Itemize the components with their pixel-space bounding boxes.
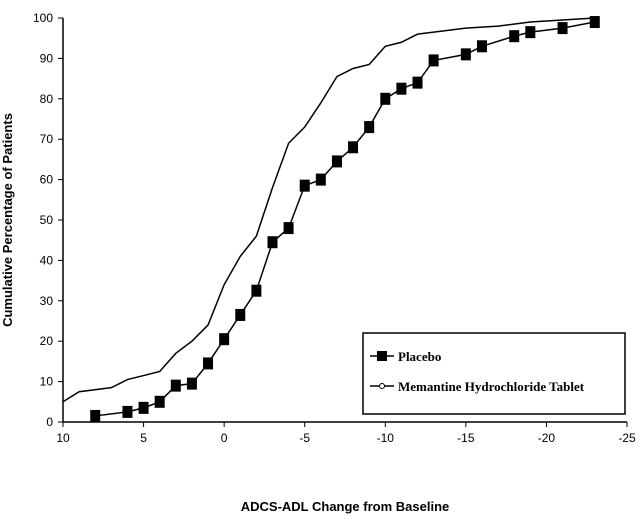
placebo-data-point: [284, 222, 294, 234]
y-axis-label: Cumulative Percentage of Patients: [0, 113, 15, 327]
placebo-data-point: [187, 378, 197, 390]
placebo-data-point: [122, 406, 132, 418]
y-tick-label: 10: [40, 375, 54, 389]
placebo-data-point: [155, 396, 165, 408]
placebo-data-point: [364, 121, 374, 133]
legend-placebo-label: Placebo: [398, 349, 441, 364]
placebo-data-point: [251, 285, 261, 297]
y-tick-label: 0: [46, 415, 53, 429]
placebo-data-point: [300, 180, 310, 192]
y-tick-label: 60: [40, 173, 54, 187]
x-tick-label: -20: [538, 431, 556, 445]
y-tick-label: 80: [40, 92, 54, 106]
placebo-data-point: [139, 402, 149, 414]
x-tick-label: -25: [618, 431, 636, 445]
y-tick-label: 20: [40, 334, 54, 348]
y-tick-label: 50: [40, 213, 54, 227]
y-tick-label: 70: [40, 132, 54, 146]
placebo-data-point: [235, 309, 245, 321]
x-tick-label: 10: [56, 431, 70, 445]
placebo-data-point: [380, 93, 390, 105]
legend: Placebo Memantine Hydrochloride Tablet: [363, 333, 625, 414]
y-tick-label: 90: [40, 51, 54, 65]
x-tick-label: 0: [221, 431, 228, 445]
x-axis-label: ADCS-ADL Change from Baseline: [241, 499, 450, 514]
x-tick-label: -10: [377, 431, 395, 445]
legend-placebo-marker: [377, 351, 387, 361]
placebo-data-point: [396, 83, 406, 95]
placebo-data-point: [267, 236, 277, 248]
placebo-data-point: [316, 174, 326, 186]
legend-memantine-label: Memantine Hydrochloride Tablet: [398, 379, 585, 394]
y-tick-label: 100: [33, 11, 53, 25]
placebo-data-point: [332, 155, 342, 167]
legend-box: [363, 333, 625, 414]
placebo-data-point: [509, 30, 519, 42]
placebo-data-point: [461, 48, 471, 60]
placebo-data-point: [477, 40, 487, 52]
legend-memantine-marker: [380, 384, 385, 389]
placebo-data-point: [413, 77, 423, 89]
placebo-data-point: [203, 357, 213, 369]
x-tick-label: -5: [299, 431, 310, 445]
y-tick-label: 40: [40, 253, 54, 267]
placebo-data-point: [348, 141, 358, 153]
placebo-data-point: [429, 54, 439, 66]
placebo-data-point: [525, 26, 535, 38]
x-tick-label: -15: [457, 431, 475, 445]
placebo-data-point: [90, 410, 100, 422]
x-tick-label: 5: [140, 431, 147, 445]
placebo-data-point: [558, 22, 568, 34]
placebo-data-point: [171, 380, 181, 392]
placebo-data-point: [219, 333, 229, 345]
y-tick-label: 30: [40, 294, 54, 308]
